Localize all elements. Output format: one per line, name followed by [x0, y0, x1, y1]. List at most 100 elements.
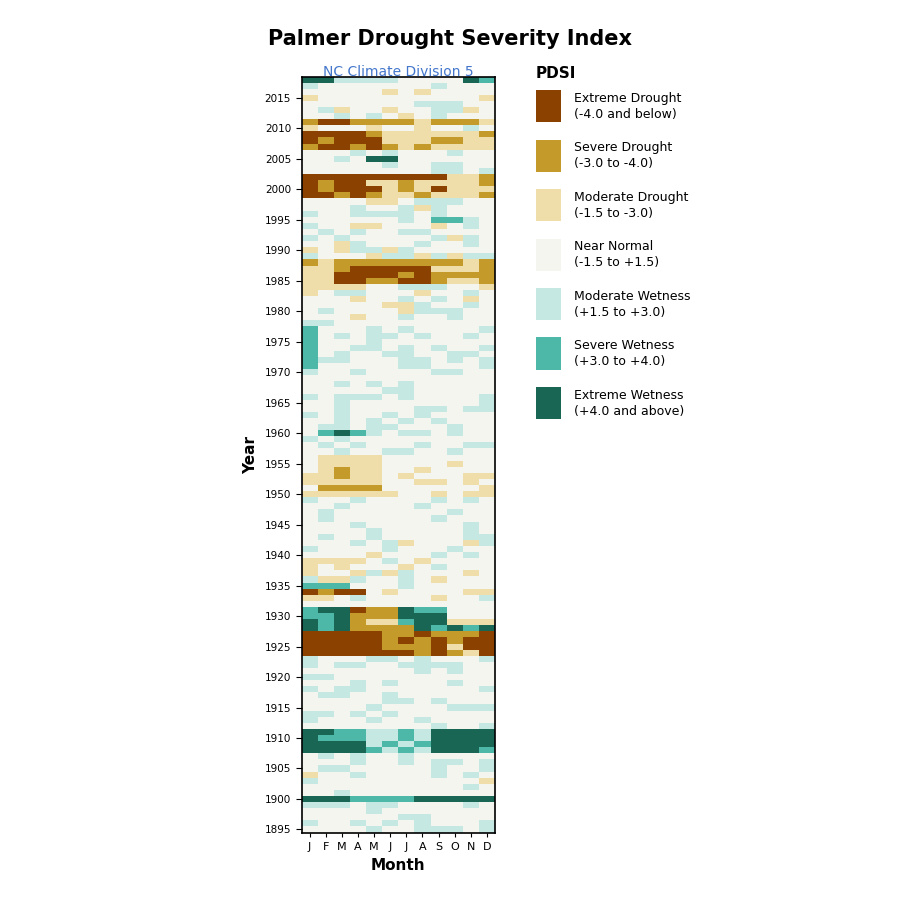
- Bar: [414, 430, 430, 436]
- Bar: [318, 217, 334, 223]
- Bar: [382, 424, 398, 430]
- Bar: [479, 156, 495, 162]
- Bar: [479, 180, 495, 186]
- Bar: [414, 266, 430, 272]
- Bar: [463, 272, 479, 278]
- Bar: [350, 345, 366, 351]
- Bar: [318, 662, 334, 668]
- Bar: [302, 527, 318, 534]
- Bar: [382, 253, 398, 259]
- Bar: [334, 516, 350, 522]
- Bar: [414, 765, 430, 771]
- Bar: [398, 601, 414, 607]
- Bar: [479, 302, 495, 308]
- Bar: [366, 802, 382, 808]
- Bar: [430, 351, 446, 357]
- Bar: [334, 558, 350, 564]
- Bar: [318, 387, 334, 393]
- Bar: [350, 363, 366, 369]
- Bar: [479, 363, 495, 369]
- Bar: [382, 826, 398, 832]
- Bar: [463, 229, 479, 235]
- Bar: [350, 119, 366, 125]
- Bar: [446, 94, 463, 101]
- Bar: [479, 778, 495, 784]
- Bar: [350, 94, 366, 101]
- Bar: [366, 790, 382, 796]
- Bar: [334, 266, 350, 272]
- Bar: [350, 589, 366, 595]
- Bar: [479, 619, 495, 625]
- Bar: [430, 278, 446, 284]
- Bar: [398, 223, 414, 229]
- Bar: [398, 650, 414, 656]
- Bar: [479, 705, 495, 711]
- Bar: [350, 753, 366, 760]
- Bar: [479, 198, 495, 204]
- Bar: [382, 338, 398, 345]
- Bar: [463, 174, 479, 180]
- Bar: [414, 497, 430, 503]
- Bar: [318, 516, 334, 522]
- Bar: [350, 790, 366, 796]
- Bar: [463, 522, 479, 527]
- Bar: [350, 229, 366, 235]
- Bar: [414, 278, 430, 284]
- Bar: [382, 333, 398, 338]
- Bar: [479, 802, 495, 808]
- Bar: [318, 564, 334, 571]
- Bar: [302, 327, 318, 333]
- Bar: [382, 193, 398, 198]
- Bar: [463, 546, 479, 552]
- Bar: [463, 472, 479, 479]
- Bar: [350, 125, 366, 131]
- Bar: [350, 369, 366, 375]
- Bar: [350, 686, 366, 692]
- Bar: [302, 595, 318, 601]
- Bar: [302, 607, 318, 613]
- Bar: [350, 637, 366, 643]
- Bar: [334, 729, 350, 735]
- Bar: [430, 314, 446, 320]
- Bar: [382, 454, 398, 461]
- Bar: [334, 174, 350, 180]
- Bar: [430, 119, 446, 125]
- Bar: [446, 119, 463, 125]
- Bar: [366, 223, 382, 229]
- Bar: [318, 820, 334, 826]
- Bar: [430, 363, 446, 369]
- Bar: [382, 662, 398, 668]
- Bar: [398, 784, 414, 790]
- Bar: [414, 89, 430, 94]
- Bar: [334, 131, 350, 138]
- Bar: [366, 509, 382, 516]
- Bar: [382, 89, 398, 94]
- Bar: [414, 290, 430, 296]
- Bar: [463, 796, 479, 802]
- Bar: [382, 753, 398, 760]
- Bar: [398, 418, 414, 424]
- Bar: [366, 333, 382, 338]
- Bar: [334, 333, 350, 338]
- Bar: [318, 375, 334, 382]
- Bar: [414, 156, 430, 162]
- Bar: [479, 253, 495, 259]
- Bar: [350, 485, 366, 491]
- Bar: [382, 168, 398, 174]
- Bar: [446, 735, 463, 741]
- Bar: [479, 338, 495, 345]
- Bar: [318, 436, 334, 442]
- Bar: [430, 193, 446, 198]
- Bar: [350, 302, 366, 308]
- Bar: [446, 448, 463, 454]
- Bar: [398, 637, 414, 643]
- Bar: [366, 278, 382, 284]
- Bar: [446, 406, 463, 412]
- Bar: [382, 631, 398, 637]
- Bar: [366, 168, 382, 174]
- Bar: [414, 454, 430, 461]
- Bar: [334, 101, 350, 107]
- Bar: [479, 540, 495, 546]
- Bar: [334, 211, 350, 217]
- Bar: [430, 400, 446, 406]
